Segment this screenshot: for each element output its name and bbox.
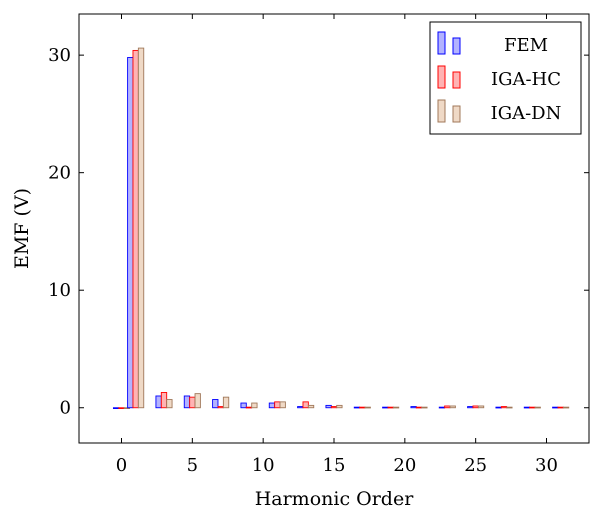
bar-fem-h9 — [240, 402, 247, 409]
bar-iga-dn-h15 — [336, 404, 343, 409]
legend-swatch — [437, 99, 446, 123]
bar-series-group — [112, 47, 570, 409]
bar-fem-h31 — [552, 406, 559, 409]
bar-iga-hc-h15 — [330, 406, 338, 409]
bar-iga-hc-h5 — [189, 396, 196, 409]
x-axis-ticks: 0 5 10 15 20 25 30 — [116, 14, 558, 476]
bar-iga-dn-h7 — [222, 396, 230, 409]
bar-fem-h19 — [382, 406, 389, 409]
legend-swatch — [452, 71, 461, 89]
bar-iga-hc-h27 — [500, 406, 508, 409]
bar-fem-h3 — [155, 395, 162, 409]
bar-iga-dn-h9 — [251, 402, 258, 409]
bar-iga-dn-h23 — [449, 405, 456, 409]
bar-iga-hc-h29 — [529, 406, 536, 409]
legend-entry-iga-hc: IGA-HC — [437, 65, 561, 90]
legend-label: FEM — [504, 35, 548, 56]
bar-iga-hc-h0 — [118, 407, 125, 409]
bar-iga-hc-h9 — [245, 406, 253, 409]
bar-fem-h23 — [438, 406, 446, 409]
bar-iga-hc-h13 — [302, 401, 309, 409]
bar-iga-dn-h21 — [421, 406, 428, 409]
bar-iga-dn-h31 — [562, 406, 570, 409]
y-tick-label: 30 — [48, 45, 71, 66]
bar-iga-dn-h1 — [137, 47, 145, 409]
bar-fem-h0 — [112, 407, 120, 409]
legend-swatch — [452, 105, 461, 123]
legend-label: IGA-HC — [491, 69, 561, 90]
bar-iga-dn-h19 — [392, 406, 400, 409]
y-tick-label: 10 — [48, 280, 71, 301]
legend-label: IGA-DN — [491, 103, 562, 124]
bar-iga-hc-h19 — [387, 406, 394, 409]
legend-entry-fem: FEM — [437, 31, 548, 56]
y-tick-label: 0 — [60, 398, 71, 419]
y-axis-label: EMF (V) — [11, 188, 33, 269]
bar-iga-dn-h29 — [534, 406, 541, 409]
bar-iga-hc-h7 — [217, 406, 224, 409]
bar-iga-dn-h17 — [364, 406, 371, 409]
bar-iga-hc-h31 — [557, 406, 564, 409]
legend-swatch — [437, 65, 446, 89]
bar-iga-hc-h3 — [160, 392, 168, 409]
x-tick-label: 10 — [252, 455, 275, 476]
bar-iga-hc-h25 — [472, 405, 479, 409]
bar-fem-h15 — [325, 404, 332, 409]
x-tick-label: 15 — [323, 455, 346, 476]
bar-fem-h7 — [212, 399, 219, 409]
bar-fem-h13 — [297, 406, 304, 409]
bar-fem-h11 — [268, 402, 276, 409]
bar-iga-dn-h11 — [279, 401, 286, 409]
bar-fem-h27 — [495, 406, 502, 409]
chart-legend: FEM IGA-HC IGA-DN — [429, 21, 582, 135]
y-tick-label: 20 — [48, 163, 71, 184]
bar-iga-dn-h13 — [307, 404, 315, 409]
bar-iga-hc-h17 — [359, 406, 366, 409]
bar-iga-dn-h5 — [194, 393, 201, 409]
x-tick-label: 0 — [116, 455, 127, 476]
legend-entry-iga-dn: IGA-DN — [437, 99, 562, 124]
bar-fem-h5 — [183, 395, 191, 409]
x-tick-label: 20 — [393, 455, 416, 476]
x-tick-label: 5 — [187, 455, 198, 476]
y-axis-ticks: 0 10 20 30 — [48, 45, 589, 419]
bar-fem-h29 — [523, 406, 531, 409]
x-tick-label: 25 — [464, 455, 487, 476]
x-tick-label: 30 — [535, 455, 558, 476]
bar-fem-h17 — [353, 406, 361, 409]
bar-iga-dn-h27 — [506, 406, 513, 409]
bar-fem-h1 — [127, 57, 134, 409]
bar-iga-hc-h21 — [415, 406, 423, 409]
legend-swatch — [437, 31, 446, 55]
x-axis-label: Harmonic Order — [255, 488, 414, 510]
bar-fem-h25 — [467, 406, 474, 409]
bar-iga-hc-h1 — [132, 49, 139, 409]
bar-iga-dn-h25 — [477, 405, 485, 409]
bar-iga-hc-h23 — [444, 405, 451, 409]
bar-iga-hc-h11 — [274, 401, 281, 409]
legend-swatch — [452, 37, 461, 55]
bar-fem-h21 — [410, 406, 417, 409]
bar-iga-dn-h3 — [166, 399, 173, 409]
